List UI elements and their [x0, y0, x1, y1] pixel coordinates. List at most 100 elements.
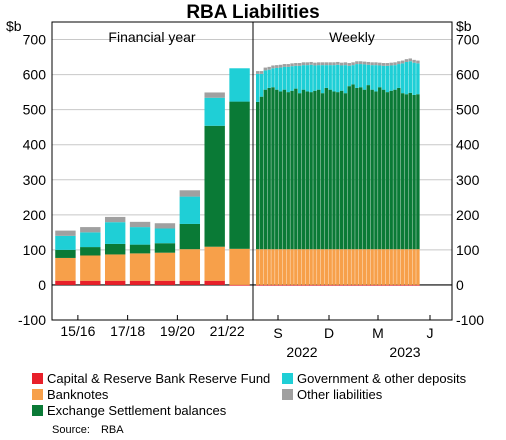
bar-segment-1 — [328, 249, 332, 285]
bar-segment-0 — [294, 284, 298, 286]
legend-swatch-esa — [32, 405, 43, 416]
bar-segment-1 — [275, 249, 279, 285]
bar-segment-0 — [404, 284, 409, 286]
bar-segment-3 — [256, 73, 260, 102]
bar-segment-4 — [328, 62, 332, 66]
bar-segment-1 — [381, 249, 386, 285]
right-unit-label: $b — [456, 18, 472, 34]
bar-segment-0 — [381, 284, 386, 286]
bar-segment-2 — [282, 89, 287, 250]
bar-segment-0 — [343, 284, 348, 286]
bar-segment-1 — [278, 249, 283, 285]
y-tick-label-left: 600 — [23, 67, 47, 83]
bar-segment-0 — [290, 284, 294, 286]
bar-segment-2 — [104, 243, 126, 255]
bar-segment-2 — [80, 247, 101, 256]
bars — [55, 58, 420, 286]
y-tick-label-right: 100 — [456, 242, 480, 258]
bar-segment-0 — [154, 280, 176, 285]
bar-segment-4 — [179, 190, 201, 197]
bar-segment-1 — [229, 248, 250, 285]
plot-frame — [51, 21, 453, 321]
bar-segment-1 — [179, 249, 201, 281]
legend-label-esa: Exchange Settlement balances — [47, 403, 227, 418]
bar-segment-3 — [154, 228, 176, 244]
bar-segment-4 — [370, 62, 374, 66]
bar-segment-3 — [351, 65, 355, 85]
bar-segment-1 — [408, 249, 412, 285]
legend-label-government: Government & other deposits — [297, 371, 467, 386]
x-year-label: 2022 — [286, 344, 317, 360]
bar-segment-1 — [286, 249, 290, 285]
bar-segment-4 — [275, 65, 279, 68]
bar-segment-1 — [309, 249, 313, 285]
bar-segment-4 — [154, 223, 176, 229]
bar-segment-1 — [389, 249, 393, 285]
bar-segment-4 — [267, 66, 271, 70]
bar-segment-0 — [389, 284, 393, 286]
bar-segment-0 — [400, 284, 405, 286]
bar-segment-3 — [343, 65, 348, 94]
y-tick-label-right: -100 — [456, 312, 484, 328]
legend-label-banknotes: Banknotes — [47, 387, 109, 402]
x-tick-label-fy: 19/20 — [160, 323, 195, 339]
bar-segment-3 — [305, 65, 310, 92]
bar-segment-3 — [374, 65, 378, 92]
bar-segment-2 — [343, 93, 348, 250]
bar-segment-4 — [204, 92, 225, 98]
bar-segment-4 — [286, 64, 290, 67]
bar-segment-4 — [271, 65, 275, 69]
bar-segment-0 — [256, 284, 260, 286]
bar-segment-2 — [332, 91, 336, 250]
bar-segment-2 — [286, 92, 290, 250]
legend-item-esa: Exchange Settlement balances — [32, 403, 226, 418]
bar-segment-3 — [275, 67, 279, 90]
bar-segment-4 — [347, 63, 351, 66]
bar-segment-3 — [385, 65, 390, 93]
bar-segment-3 — [378, 65, 382, 88]
bar-segment-4 — [400, 60, 405, 64]
bar-segment-1 — [393, 249, 397, 285]
bar-segment-0 — [378, 284, 382, 286]
bar-segment-1 — [397, 249, 401, 285]
plot-border — [51, 21, 453, 321]
bar-segment-1 — [204, 246, 225, 281]
bar-segment-2 — [271, 87, 275, 250]
bar-segment-4 — [256, 71, 260, 74]
bar-segment-4 — [416, 60, 420, 64]
bar-segment-3 — [397, 64, 401, 88]
bar-segment-2 — [297, 93, 302, 250]
bar-segment-3 — [317, 65, 321, 90]
bar-segment-0 — [320, 284, 325, 286]
bar-segment-2 — [275, 89, 279, 250]
bar-segment-1 — [351, 249, 355, 285]
bar-segment-3 — [278, 67, 283, 92]
bar-segment-3 — [408, 61, 412, 93]
bar-segment-4 — [320, 62, 325, 66]
bar-segment-0 — [204, 280, 225, 285]
bar-segment-4 — [313, 62, 317, 66]
y-tick-label-left: 700 — [23, 32, 47, 48]
bar-segment-2 — [408, 92, 412, 250]
x-tick-label-fy: 21/22 — [210, 323, 245, 339]
bar-segment-3 — [80, 232, 101, 248]
bar-segment-2 — [389, 90, 393, 250]
x-tick-label-weekly: D — [324, 325, 334, 341]
bar-segment-3 — [263, 70, 268, 90]
bar-segment-1 — [416, 249, 420, 285]
x-tick-label-fy: 15/16 — [60, 323, 95, 339]
y-tick-label-left: 0 — [38, 277, 46, 293]
bar-segment-3 — [294, 65, 298, 89]
y-tick-label-right: 700 — [456, 32, 480, 48]
bar-segment-3 — [358, 64, 363, 88]
bar-segment-3 — [339, 65, 344, 91]
bar-segment-1 — [301, 249, 306, 285]
bar-segment-0 — [351, 284, 355, 286]
bar-segment-1 — [378, 249, 382, 285]
bar-segment-2 — [179, 223, 201, 250]
bar-segment-0 — [339, 284, 344, 286]
bar-segment-4 — [324, 62, 329, 66]
y-tick-label-left: 400 — [23, 137, 47, 153]
bar-segment-0 — [309, 284, 313, 286]
bar-segment-4 — [263, 67, 268, 71]
